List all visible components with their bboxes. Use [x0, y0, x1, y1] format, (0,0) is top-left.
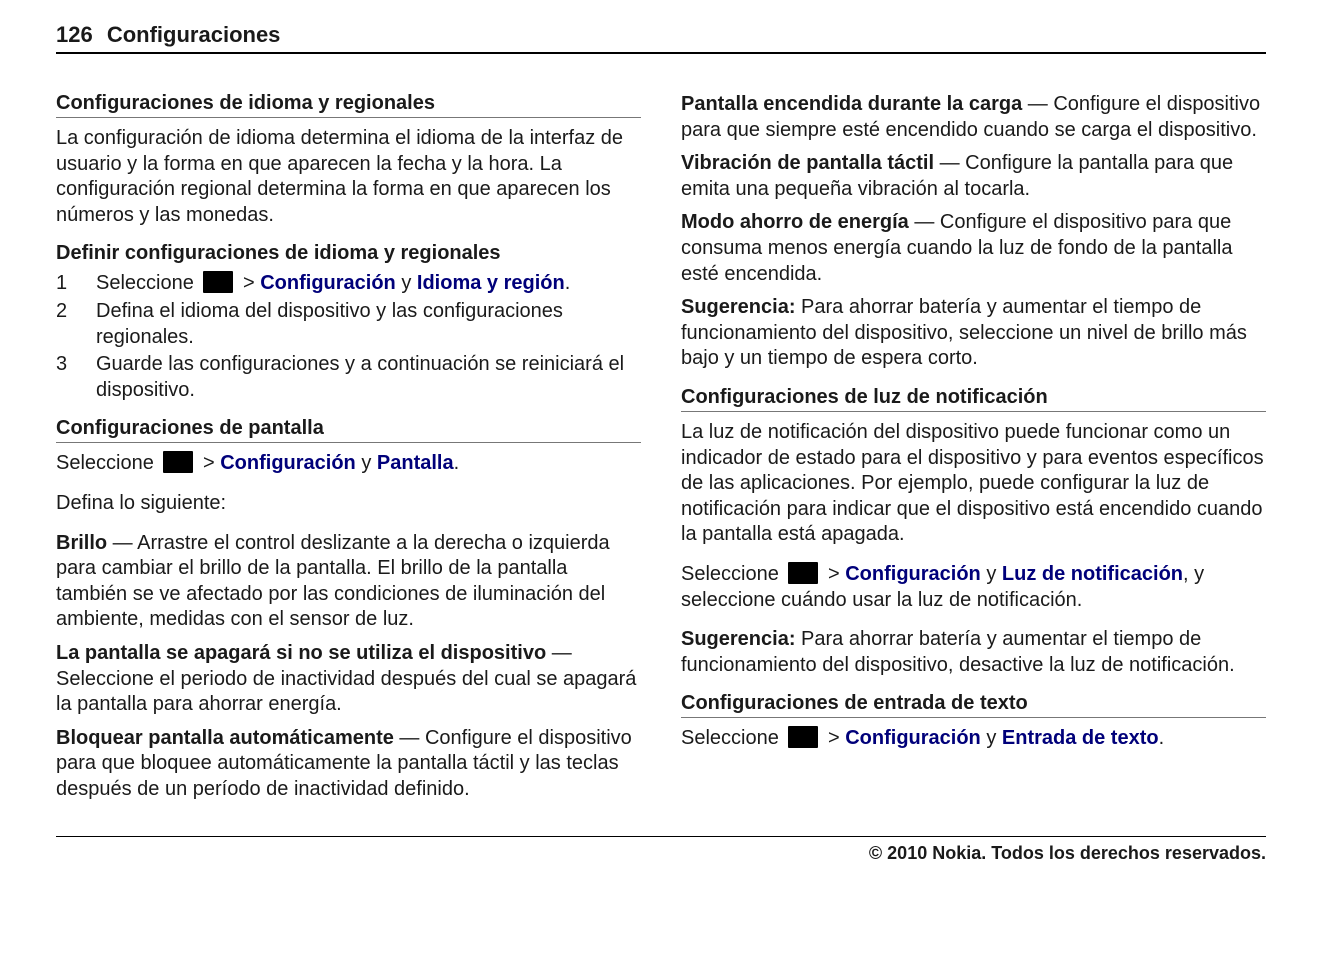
section-title-text-input: Configuraciones de entrada de texto [681, 692, 1266, 718]
apps-grid-icon [788, 562, 818, 584]
arrow-label: > [828, 727, 840, 749]
section-title-screen: Configuraciones de pantalla [56, 417, 641, 443]
language-step-2: Defina el idioma del dispositivo y las c… [56, 299, 641, 350]
nav-configuration: Configuración [260, 272, 396, 294]
tip-label: Sugerencia: [681, 296, 795, 318]
language-step-3: Guarde las configuraciones y a continuac… [56, 352, 641, 403]
apps-grid-icon [163, 451, 193, 473]
apps-grid-icon [788, 726, 818, 748]
arrow-label: > [828, 563, 840, 585]
select-label: Seleccione [681, 727, 779, 749]
document-page: 126 Configuraciones Configuraciones de i… [56, 22, 1266, 810]
language-steps-list: Seleccione > Configuración y Idioma y re… [56, 271, 641, 403]
section-title-notification-light: Configuraciones de luz de notificación [681, 386, 1266, 412]
notif-tip: Sugerencia: Para ahorrar batería y aumen… [681, 627, 1266, 678]
subhead-define-language: Definir configuraciones de idioma y regi… [56, 242, 641, 265]
left-column: Configuraciones de idioma y regionales L… [56, 78, 641, 810]
language-step-1: Seleccione > Configuración y Idioma y re… [56, 271, 641, 297]
def-ahorro: Modo ahorro de energía — Configure el di… [681, 210, 1266, 287]
def-encendida: Pantalla encendida durante la carga — Co… [681, 92, 1266, 143]
nav-text-input: Entrada de texto [1002, 727, 1159, 749]
apps-grid-icon [203, 271, 233, 293]
nav-screen: Pantalla [377, 452, 454, 474]
term-encendida: Pantalla encendida durante la carga [681, 93, 1022, 115]
screen-tip: Sugerencia: Para ahorrar batería y aumen… [681, 295, 1266, 372]
right-column: Pantalla encendida durante la carga — Co… [681, 78, 1266, 810]
textinput-nav-line: Seleccione > Configuración y Entrada de … [681, 726, 1266, 752]
nav-language-region: Idioma y región [417, 272, 565, 294]
page-header: 126 Configuraciones [56, 22, 1266, 54]
def-brillo: Brillo — Arrastre el control deslizante … [56, 531, 641, 633]
def-vibracion: Vibración de pantalla táctil — Configure… [681, 151, 1266, 202]
nav-configuration: Configuración [220, 452, 356, 474]
textinput-nav-suffix: . [1159, 727, 1165, 749]
content-columns: Configuraciones de idioma y regionales L… [56, 78, 1266, 810]
screen-nav-suffix: . [454, 452, 460, 474]
def-apagara: La pantalla se apagará si no se utiliza … [56, 641, 641, 718]
def-bloquear: Bloquear pantalla automáticamente — Conf… [56, 726, 641, 803]
arrow-label: > [243, 272, 255, 294]
page-number: 126 [56, 22, 93, 47]
nav-notification-light: Luz de notificación [1002, 563, 1183, 585]
arrow-label: > [203, 452, 215, 474]
section-title-language: Configuraciones de idioma y regionales [56, 92, 641, 118]
nav-configuration: Configuración [845, 727, 981, 749]
text-brillo: — Arrastre el control deslizante a la de… [56, 532, 610, 631]
select-label: Seleccione [96, 272, 194, 294]
term-apagara: La pantalla se apagará si no se utiliza … [56, 642, 546, 664]
term-vibracion: Vibración de pantalla táctil [681, 152, 934, 174]
page-footer: © 2010 Nokia. Todos los derechos reserva… [56, 836, 1266, 864]
nav-configuration: Configuración [845, 563, 981, 585]
term-ahorro: Modo ahorro de energía [681, 211, 909, 233]
term-brillo: Brillo [56, 532, 107, 554]
and-label: y [986, 563, 996, 585]
tip-label: Sugerencia: [681, 628, 795, 650]
term-bloquear: Bloquear pantalla automáticamente [56, 727, 394, 749]
notif-intro: La luz de notificación del dispositivo p… [681, 420, 1266, 548]
select-label: Seleccione [681, 563, 779, 585]
screen-define: Defina lo siguiente: [56, 491, 641, 517]
notif-nav-line: Seleccione > Configuración y Luz de noti… [681, 562, 1266, 613]
step1-suffix: . [565, 272, 571, 294]
page-section-label: Configuraciones [107, 22, 281, 47]
and-label: y [401, 272, 411, 294]
language-intro: La configuración de idioma determina el … [56, 126, 641, 228]
select-label: Seleccione [56, 452, 154, 474]
and-label: y [986, 727, 996, 749]
and-label: y [361, 452, 371, 474]
screen-nav-line: Seleccione > Configuración y Pantalla. [56, 451, 641, 477]
